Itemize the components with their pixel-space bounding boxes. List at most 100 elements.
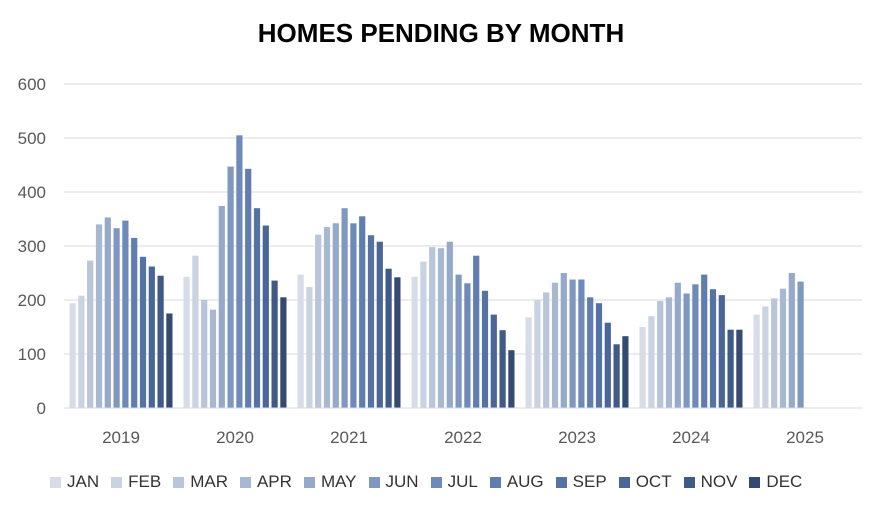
legend-label: APR bbox=[256, 472, 292, 491]
bar-nov-2024 bbox=[727, 329, 734, 408]
bar-may-2022 bbox=[446, 241, 453, 408]
y-tick-label: 200 bbox=[18, 291, 46, 310]
chart-title: HOMES PENDING BY MONTH bbox=[257, 18, 625, 48]
bar-jan-2025 bbox=[753, 314, 760, 408]
legend-label: JUN bbox=[385, 472, 419, 491]
legend-swatch bbox=[683, 476, 695, 488]
legend-item: JUN bbox=[368, 472, 419, 492]
legend-swatch bbox=[489, 476, 501, 488]
bar-may-2023 bbox=[560, 273, 567, 408]
bar-apr-2022 bbox=[437, 248, 445, 408]
legend-item: FEB bbox=[111, 472, 161, 492]
legend-swatch bbox=[749, 476, 761, 488]
bar-jan-2021 bbox=[297, 274, 304, 408]
bar-jun-2022 bbox=[455, 274, 462, 408]
legend-swatch bbox=[618, 476, 630, 488]
legend-item: APR bbox=[239, 472, 292, 492]
chart-plot-area: 0 100 200 300 400 500 600 2019 2020 2021 2022 2023 2… bbox=[18, 75, 862, 447]
bar-jun-2023 bbox=[569, 279, 576, 408]
bar-feb-2025 bbox=[762, 306, 769, 408]
legend-item: DEC bbox=[749, 472, 802, 492]
legend-item: JAN bbox=[50, 472, 99, 492]
legend-swatch bbox=[303, 476, 315, 488]
bar-dec-2022 bbox=[508, 350, 515, 408]
bar-jun-2021 bbox=[341, 208, 348, 408]
bar-mar-2023 bbox=[543, 292, 550, 408]
bar-jul-2022 bbox=[464, 283, 471, 408]
bar-may-2025 bbox=[788, 273, 795, 408]
legend-item: MAY bbox=[303, 472, 357, 492]
legend-label: OCT bbox=[635, 472, 672, 491]
x-tick-label: 2019 bbox=[102, 428, 140, 447]
bar-aug-2024 bbox=[701, 274, 708, 408]
bar-aug-2022 bbox=[473, 255, 480, 408]
bar-sep-2024 bbox=[709, 289, 717, 408]
bar-dec-2019 bbox=[166, 313, 173, 408]
bar-feb-2020 bbox=[192, 255, 199, 408]
bar-sep-2022 bbox=[481, 290, 489, 408]
bar-feb-2022 bbox=[420, 261, 427, 408]
chart-legend: JAN FEB MAR APR MAY JUN JUL AUG SEP OCT NOV DEC bbox=[50, 472, 814, 492]
bar-jan-2023 bbox=[525, 317, 532, 408]
bar-jan-2019 bbox=[69, 303, 76, 408]
legend-item: OCT bbox=[618, 472, 672, 492]
bar-apr-2023 bbox=[551, 282, 559, 408]
y-tick-label: 600 bbox=[18, 75, 46, 94]
bar-sep-2019 bbox=[139, 256, 147, 408]
bar-dec-2023 bbox=[622, 336, 629, 408]
bar-oct-2020 bbox=[262, 225, 269, 408]
bar-mar-2019 bbox=[87, 260, 94, 408]
legend-swatch bbox=[555, 476, 567, 488]
y-tick-label: 100 bbox=[18, 345, 46, 364]
bar-oct-2019 bbox=[148, 266, 155, 408]
legend-item: JUL bbox=[430, 472, 478, 492]
legend-label: SEP bbox=[572, 472, 607, 491]
bar-feb-2024 bbox=[648, 316, 655, 408]
y-tick-label: 0 bbox=[37, 399, 46, 418]
bar-oct-2023 bbox=[604, 322, 611, 408]
bar-may-2020 bbox=[218, 206, 225, 408]
bar-mar-2024 bbox=[657, 301, 664, 408]
x-tick-label: 2023 bbox=[558, 428, 596, 447]
legend-item: MAR bbox=[173, 472, 228, 492]
bar-apr-2020 bbox=[209, 309, 217, 408]
bar-may-2024 bbox=[674, 282, 681, 408]
bar-jul-2023 bbox=[578, 279, 585, 408]
bar-dec-2024 bbox=[736, 329, 743, 408]
bar-aug-2020 bbox=[245, 168, 252, 408]
bar-jul-2020 bbox=[236, 135, 243, 409]
legend-label: AUG bbox=[506, 472, 544, 491]
legend-label: MAR bbox=[190, 472, 228, 491]
legend-swatch bbox=[173, 476, 185, 488]
legend-label: JAN bbox=[67, 472, 100, 491]
bar-may-2019 bbox=[104, 217, 111, 408]
bar-nov-2020 bbox=[271, 280, 278, 408]
bar-aug-2023 bbox=[587, 297, 594, 408]
bar-jul-2019 bbox=[122, 220, 129, 408]
y-tick-label: 500 bbox=[18, 129, 46, 148]
bar-jan-2022 bbox=[411, 276, 418, 408]
bar-jan-2020 bbox=[183, 276, 190, 408]
bar-dec-2020 bbox=[280, 297, 287, 408]
bar-apr-2025 bbox=[779, 288, 787, 408]
bar-dec-2021 bbox=[394, 277, 401, 408]
bar-oct-2022 bbox=[490, 314, 497, 408]
x-tick-label: 2022 bbox=[444, 428, 482, 447]
bar-sep-2023 bbox=[595, 303, 603, 408]
bar-oct-2024 bbox=[718, 295, 725, 408]
legend-item: SEP bbox=[555, 472, 607, 492]
legend-swatch bbox=[430, 476, 442, 488]
bar-nov-2022 bbox=[499, 330, 506, 408]
legend-item: AUG bbox=[489, 472, 544, 492]
y-tick-label: 300 bbox=[18, 237, 46, 256]
bar-oct-2021 bbox=[376, 241, 383, 408]
bar-mar-2025 bbox=[771, 298, 778, 408]
bar-aug-2019 bbox=[131, 237, 138, 408]
x-tick-label: 2025 bbox=[786, 428, 824, 447]
bar-mar-2022 bbox=[429, 247, 436, 408]
bar-apr-2021 bbox=[323, 227, 331, 408]
bar-jul-2021 bbox=[350, 223, 357, 408]
bar-jun-2024 bbox=[683, 293, 690, 408]
x-tick-label: 2024 bbox=[672, 428, 710, 447]
bar-mar-2021 bbox=[315, 234, 322, 408]
